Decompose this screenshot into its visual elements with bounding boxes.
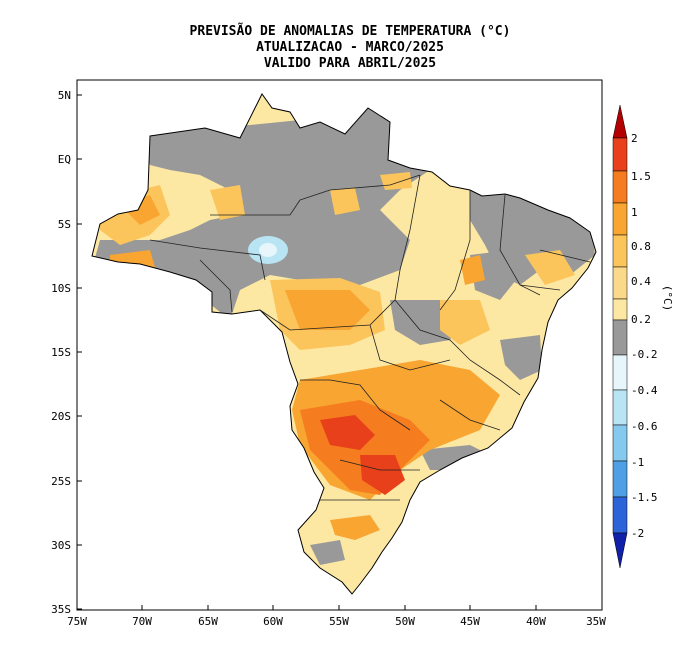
lon-label: 40W: [526, 615, 546, 628]
colorbar-label: -1.5: [631, 491, 658, 504]
colorbar-label: 1: [631, 206, 638, 219]
colorbar-label: -2: [631, 527, 644, 540]
lat-label: 15S: [51, 346, 71, 359]
lon-label: 60W: [263, 615, 283, 628]
lon-ticks: 75W 70W 65W 60W 55W 50W 45W 40W 35W: [67, 605, 606, 628]
lon-label: 65W: [198, 615, 218, 628]
lat-label: 5S: [58, 218, 71, 231]
lon-label: 70W: [132, 615, 152, 628]
colorbar-label: -0.2: [631, 348, 658, 361]
lat-label: 30S: [51, 539, 71, 552]
lat-label: EQ: [58, 153, 71, 166]
lat-label: 20S: [51, 410, 71, 423]
state-borders: [149, 174, 591, 501]
colorbar-label: 0.8: [631, 240, 651, 253]
colorbar-unit: (°C): [661, 285, 674, 312]
colorbar: 2 1.5 1 0.8 0.4 0.2 -0.2 -0.4 -0.6 -1 -1…: [612, 104, 674, 569]
colorbar-label: 2: [631, 132, 638, 145]
lat-label: 10S: [51, 282, 71, 295]
lon-label: 45W: [460, 615, 480, 628]
map-subtitle-valid: VALIDO PARA ABRIL/2025: [263, 56, 437, 71]
lon-label: 75W: [67, 615, 87, 628]
lon-label: 55W: [329, 615, 349, 628]
lon-label: 35W: [586, 615, 606, 628]
lat-label: 35S: [51, 603, 71, 616]
lon-label: 50W: [395, 615, 415, 628]
colorbar-label: 0.4: [631, 275, 651, 288]
map-subtitle-update: ATUALIZACAO - MARCO/2025: [256, 40, 444, 55]
colorbar-label: -0.6: [631, 420, 658, 433]
colorbar-label: -1: [631, 456, 644, 469]
lat-ticks: 5N EQ 5S 10S 15S 20S 25S 30S 35S: [51, 89, 82, 616]
colorbar-label: 0.2: [631, 313, 651, 326]
colorbar-label: 1.5: [631, 170, 651, 183]
lat-label: 5N: [58, 89, 71, 102]
map-title: PREVISÃO DE ANOMALIAS DE TEMPERATURA (°C…: [189, 24, 511, 39]
lat-label: 25S: [51, 475, 71, 488]
colorbar-label: -0.4: [631, 384, 658, 397]
